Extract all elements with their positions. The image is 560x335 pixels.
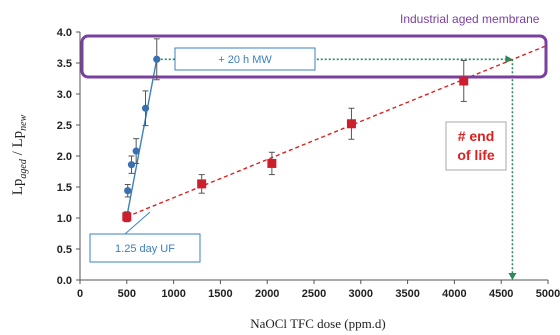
eol-line2: of life [457, 147, 495, 163]
data-point-square [459, 76, 469, 86]
y-tick-label: 2.5 [57, 120, 72, 132]
data-point-square [122, 212, 132, 222]
mw-annotation-box [174, 47, 316, 71]
y-label-lp1: Lp [10, 179, 26, 196]
fit-line [126, 44, 549, 218]
y-tick-label: 3.5 [57, 58, 72, 70]
fit-line [126, 59, 158, 217]
data-point-circle [132, 147, 140, 155]
x-tick-label: 1000 [161, 288, 185, 300]
y-tick-label: 0.5 [57, 244, 72, 256]
guide-lines [156, 55, 517, 280]
x-tick-label: 1500 [208, 288, 232, 300]
data-point-circle [153, 55, 161, 63]
x-tick-label: 5000 [536, 288, 560, 300]
mw-annotation-label: + 20 h MW [218, 54, 272, 66]
fit-lines [126, 44, 549, 218]
data-point-square [346, 119, 356, 129]
x-tick-label: 3500 [395, 288, 419, 300]
y-tick-label: 1.0 [57, 213, 72, 225]
industrial-highlight-box [80, 34, 548, 79]
uf-annotation-box [89, 233, 201, 263]
y-tick-label: 2.0 [57, 151, 72, 163]
data-point-circle [124, 187, 132, 195]
guide-arrowhead [505, 55, 513, 64]
eol-line1: # end [458, 128, 495, 144]
x-tick-label: 4500 [489, 288, 513, 300]
y-axis-label: Lpaged / Lpnew [10, 114, 29, 195]
data-points [122, 38, 469, 223]
uf-annotation-label: 1.25 day UF [115, 243, 175, 255]
data-point-circle [127, 161, 136, 169]
y-label-sub-aged: aged [18, 158, 29, 178]
y-label-sep: / Lp [10, 131, 26, 159]
x-tick-label: 3000 [349, 288, 373, 300]
y-tick-label: 1.5 [57, 182, 72, 194]
x-axis-label: NaOCl TFC dose (ppm.d) [250, 316, 386, 331]
data-point-square [267, 158, 277, 168]
data-point-square [197, 179, 207, 189]
eol-annotation-box [445, 121, 507, 171]
x-tick-label: 500 [118, 288, 136, 300]
y-tick-label: 3.0 [57, 89, 72, 101]
axis-ticks: 0 500 1000 1500 2000 2500 3000 3500 4000 4500 5000… [57, 27, 560, 300]
y-tick-label: 4.0 [57, 27, 72, 39]
y-tick-label: 0.0 [57, 275, 72, 287]
x-tick-label: 2500 [302, 288, 326, 300]
x-tick-label: 0 [77, 288, 83, 300]
data-point-circle [141, 104, 150, 112]
industrial-aged-label: Industrial aged membrane [400, 12, 540, 26]
y-label-sub-new: new [18, 114, 29, 130]
guide-arrowhead [508, 273, 517, 280]
x-tick-label: 4000 [442, 288, 466, 300]
uf-pointer [124, 211, 151, 235]
x-tick-label: 2000 [255, 288, 279, 300]
